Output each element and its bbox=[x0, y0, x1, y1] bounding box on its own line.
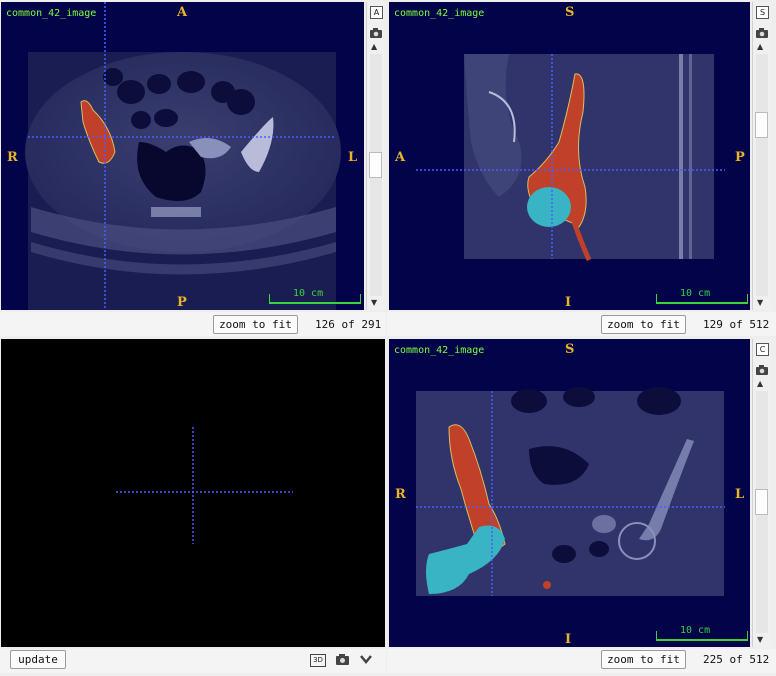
scroll-thumb[interactable] bbox=[755, 489, 768, 515]
update-button[interactable]: update bbox=[10, 650, 66, 669]
axial-panel: common_42_image A P R L 10 cm A ▲ ▼ zoom… bbox=[0, 0, 386, 336]
scroll-down-icon[interactable]: ▼ bbox=[371, 298, 378, 307]
view-toggle-button[interactable]: S bbox=[756, 6, 769, 19]
three-d-footer: update 3D bbox=[0, 649, 386, 673]
orient-top: S bbox=[565, 342, 575, 357]
axial-scrollbar[interactable]: A ▲ ▼ bbox=[366, 2, 385, 310]
scroll-up-icon[interactable]: ▲ bbox=[757, 379, 764, 388]
sagittal-view[interactable]: common_42_image S I A P 10 cm bbox=[389, 2, 750, 310]
scale-bar bbox=[656, 631, 748, 641]
sagittal-footer: zoom to fit 129 of 512 bbox=[387, 312, 776, 336]
image-name-label: common_42_image bbox=[394, 345, 485, 356]
scroll-down-icon[interactable]: ▼ bbox=[757, 298, 764, 307]
orient-bottom: P bbox=[177, 295, 187, 310]
slice-counter: 129 of 512 bbox=[703, 318, 770, 331]
view-toggle-button[interactable]: A bbox=[370, 6, 383, 19]
orient-bottom: I bbox=[565, 295, 572, 310]
three-d-view[interactable] bbox=[1, 339, 385, 647]
orient-right: P bbox=[735, 150, 745, 165]
scale-bar bbox=[269, 294, 361, 304]
axial-view[interactable]: common_42_image A P R L 10 cm bbox=[1, 2, 364, 310]
image-name-label: common_42_image bbox=[394, 8, 485, 19]
3d-icon[interactable]: 3D bbox=[310, 654, 326, 667]
sagittal-panel: common_42_image S I A P 10 cm S ▲ ▼ zoom… bbox=[387, 0, 776, 336]
sagittal-image bbox=[416, 54, 725, 262]
scale-label: 10 cm bbox=[293, 288, 324, 299]
orient-left: R bbox=[395, 487, 406, 502]
coronal-panel: common_42_image S I R L 10 cm C ▲ ▼ zoom… bbox=[387, 337, 776, 676]
orient-bottom: I bbox=[565, 632, 572, 647]
scroll-track[interactable] bbox=[756, 54, 768, 296]
scale-label: 10 cm bbox=[680, 288, 711, 299]
scroll-up-icon[interactable]: ▲ bbox=[757, 42, 764, 51]
image-name-label: common_42_image bbox=[6, 8, 97, 19]
camera-icon[interactable] bbox=[756, 28, 768, 38]
scale-label: 10 cm bbox=[680, 625, 711, 636]
orient-left: A bbox=[395, 150, 406, 165]
three-d-crosshair bbox=[116, 427, 293, 544]
scale-bar bbox=[656, 294, 748, 304]
zoom-to-fit-button[interactable]: zoom to fit bbox=[601, 315, 686, 334]
coronal-footer: zoom to fit 225 of 512 bbox=[387, 649, 776, 673]
orient-top: A bbox=[177, 5, 188, 20]
scroll-thumb[interactable] bbox=[755, 112, 768, 138]
sagittal-scrollbar[interactable]: S ▲ ▼ bbox=[752, 2, 771, 310]
chevron-down-icon[interactable] bbox=[360, 655, 372, 664]
slice-counter: 225 of 512 bbox=[703, 653, 770, 666]
slice-counter: 126 of 291 bbox=[315, 318, 382, 331]
scroll-up-icon[interactable]: ▲ bbox=[371, 42, 378, 51]
scroll-down-icon[interactable]: ▼ bbox=[757, 635, 764, 644]
coronal-image bbox=[416, 387, 725, 596]
camera-icon[interactable] bbox=[336, 654, 349, 665]
zoom-to-fit-button[interactable]: zoom to fit bbox=[213, 315, 298, 334]
scroll-thumb[interactable] bbox=[369, 152, 382, 178]
orient-right: L bbox=[348, 150, 358, 165]
three-d-panel: update 3D bbox=[0, 337, 386, 676]
axial-image bbox=[25, 2, 341, 310]
zoom-to-fit-button[interactable]: zoom to fit bbox=[601, 650, 686, 669]
camera-icon[interactable] bbox=[756, 365, 768, 375]
orient-top: S bbox=[565, 5, 575, 20]
orient-right: L bbox=[735, 487, 745, 502]
view-toggle-button[interactable]: C bbox=[756, 343, 769, 356]
coronal-scrollbar[interactable]: C ▲ ▼ bbox=[752, 339, 771, 647]
orient-left: R bbox=[7, 150, 18, 165]
camera-icon[interactable] bbox=[370, 28, 382, 38]
axial-footer: zoom to fit 126 of 291 bbox=[0, 312, 386, 336]
coronal-view[interactable]: common_42_image S I R L 10 cm bbox=[389, 339, 750, 647]
